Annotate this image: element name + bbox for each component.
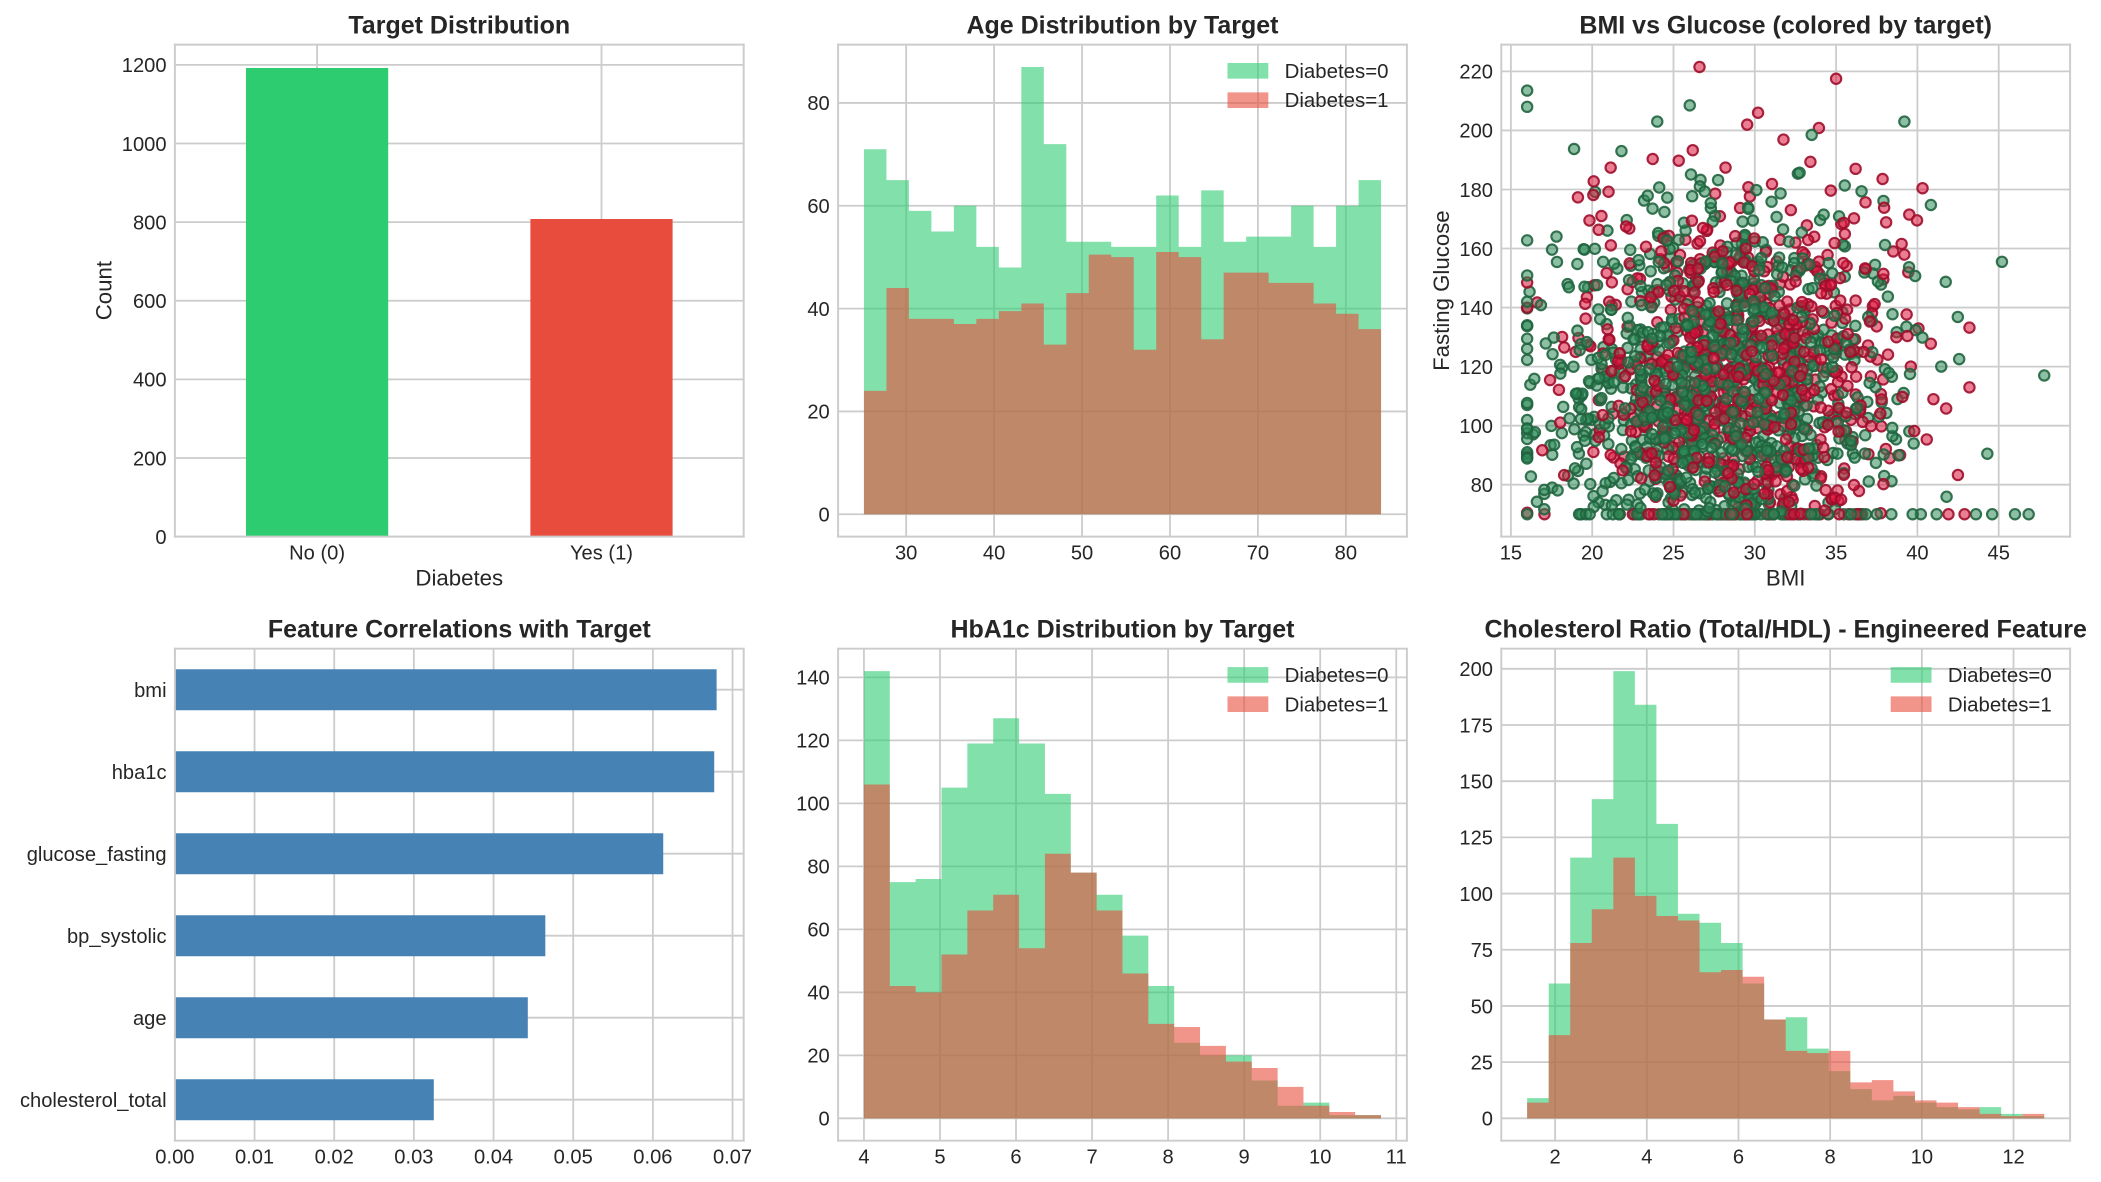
- svg-text:60: 60: [1159, 543, 1181, 565]
- svg-text:Age Distribution by Target: Age Distribution by Target: [966, 11, 1279, 39]
- svg-text:Diabetes: Diabetes: [415, 565, 503, 590]
- svg-text:BMI vs Glucose (colored by tar: BMI vs Glucose (colored by target): [1579, 11, 1992, 39]
- svg-text:0.05: 0.05: [554, 1147, 593, 1169]
- svg-text:0.06: 0.06: [633, 1147, 672, 1169]
- svg-text:0.03: 0.03: [394, 1147, 433, 1169]
- svg-text:Cholesterol Ratio (Total/HDL): Cholesterol Ratio (Total/HDL) - Engineer…: [1485, 616, 2087, 644]
- svg-text:0: 0: [819, 1109, 830, 1131]
- svg-text:40: 40: [807, 299, 829, 321]
- svg-text:200: 200: [1459, 659, 1493, 681]
- svg-text:6: 6: [1733, 1147, 1744, 1169]
- svg-text:600: 600: [133, 291, 167, 313]
- svg-text:200: 200: [133, 448, 167, 470]
- svg-text:160: 160: [1459, 239, 1493, 261]
- svg-text:4: 4: [1641, 1147, 1652, 1169]
- svg-text:8: 8: [1825, 1147, 1836, 1169]
- svg-text:60: 60: [807, 196, 829, 218]
- svg-text:30: 30: [895, 543, 917, 565]
- svg-text:80: 80: [807, 857, 829, 879]
- svg-text:bmi: bmi: [134, 680, 166, 702]
- svg-text:100: 100: [1459, 884, 1493, 906]
- svg-text:12: 12: [2002, 1147, 2024, 1169]
- svg-text:50: 50: [1071, 543, 1093, 565]
- svg-text:45: 45: [1988, 543, 2010, 565]
- svg-text:120: 120: [1459, 357, 1493, 379]
- svg-text:BMI: BMI: [1766, 565, 1806, 590]
- svg-text:175: 175: [1459, 715, 1493, 737]
- svg-text:40: 40: [1906, 543, 1928, 565]
- svg-text:20: 20: [807, 1046, 829, 1068]
- svg-text:Yes (1): Yes (1): [570, 543, 633, 565]
- svg-text:10: 10: [1309, 1147, 1331, 1169]
- svg-text:Fasting Glucose: Fasting Glucose: [1429, 210, 1454, 371]
- svg-text:0: 0: [819, 505, 830, 527]
- svg-text:220: 220: [1459, 62, 1493, 84]
- svg-text:20: 20: [807, 402, 829, 424]
- svg-text:Target Distribution: Target Distribution: [348, 11, 570, 39]
- svg-text:40: 40: [983, 543, 1005, 565]
- svg-text:50: 50: [1471, 996, 1493, 1018]
- svg-text:140: 140: [796, 668, 830, 690]
- svg-text:80: 80: [1335, 543, 1357, 565]
- svg-text:125: 125: [1459, 828, 1493, 850]
- svg-text:15: 15: [1500, 543, 1522, 565]
- svg-text:4: 4: [858, 1147, 869, 1169]
- svg-text:25: 25: [1471, 1052, 1493, 1074]
- svg-text:glucose_fasting: glucose_fasting: [27, 844, 167, 866]
- svg-text:140: 140: [1459, 298, 1493, 320]
- svg-text:9: 9: [1239, 1147, 1250, 1169]
- svg-text:Diabetes=1: Diabetes=1: [1948, 694, 2052, 716]
- svg-text:40: 40: [807, 983, 829, 1005]
- svg-text:HbA1c Distribution by Target: HbA1c Distribution by Target: [950, 616, 1295, 644]
- svg-text:No (0): No (0): [289, 543, 345, 565]
- svg-text:120: 120: [796, 731, 830, 753]
- svg-text:0.04: 0.04: [474, 1147, 513, 1169]
- svg-text:11: 11: [1386, 1147, 1407, 1169]
- svg-text:35: 35: [1825, 543, 1847, 565]
- svg-text:10: 10: [1911, 1147, 1933, 1169]
- svg-text:Diabetes=1: Diabetes=1: [1285, 90, 1389, 112]
- svg-text:Diabetes=0: Diabetes=0: [1285, 61, 1389, 83]
- svg-text:6: 6: [1010, 1147, 1021, 1169]
- svg-text:2: 2: [1550, 1147, 1561, 1169]
- svg-text:75: 75: [1471, 940, 1493, 962]
- svg-text:1200: 1200: [122, 55, 167, 77]
- svg-text:80: 80: [807, 93, 829, 115]
- svg-text:0.07: 0.07: [713, 1147, 752, 1169]
- svg-text:5: 5: [934, 1147, 945, 1169]
- svg-text:80: 80: [1471, 475, 1493, 497]
- svg-text:0.01: 0.01: [235, 1147, 274, 1169]
- svg-text:age: age: [133, 1008, 167, 1030]
- svg-text:400: 400: [133, 370, 167, 392]
- svg-text:0: 0: [1482, 1109, 1493, 1131]
- svg-text:cholesterol_total: cholesterol_total: [20, 1090, 167, 1112]
- svg-text:200: 200: [1459, 121, 1493, 143]
- svg-text:25: 25: [1662, 543, 1684, 565]
- svg-text:0.02: 0.02: [315, 1147, 354, 1169]
- svg-text:0: 0: [155, 527, 166, 549]
- svg-text:7: 7: [1086, 1147, 1097, 1169]
- svg-text:Diabetes=0: Diabetes=0: [1285, 665, 1389, 687]
- svg-text:100: 100: [796, 794, 830, 816]
- svg-text:800: 800: [133, 212, 167, 234]
- svg-text:bp_systolic: bp_systolic: [67, 926, 167, 948]
- svg-text:Diabetes=0: Diabetes=0: [1948, 665, 2052, 687]
- svg-text:60: 60: [807, 920, 829, 942]
- svg-text:30: 30: [1744, 543, 1766, 565]
- svg-text:70: 70: [1247, 543, 1269, 565]
- svg-text:20: 20: [1581, 543, 1603, 565]
- svg-text:0.00: 0.00: [155, 1147, 194, 1169]
- svg-text:100: 100: [1459, 416, 1493, 438]
- svg-text:1000: 1000: [122, 134, 167, 156]
- svg-text:hba1c: hba1c: [112, 762, 167, 784]
- svg-text:8: 8: [1163, 1147, 1174, 1169]
- svg-text:Feature Correlations with Targ: Feature Correlations with Target: [268, 616, 652, 644]
- svg-text:Diabetes=1: Diabetes=1: [1285, 694, 1389, 716]
- svg-text:180: 180: [1459, 180, 1493, 202]
- svg-text:Count: Count: [92, 260, 117, 320]
- svg-text:150: 150: [1459, 771, 1493, 793]
